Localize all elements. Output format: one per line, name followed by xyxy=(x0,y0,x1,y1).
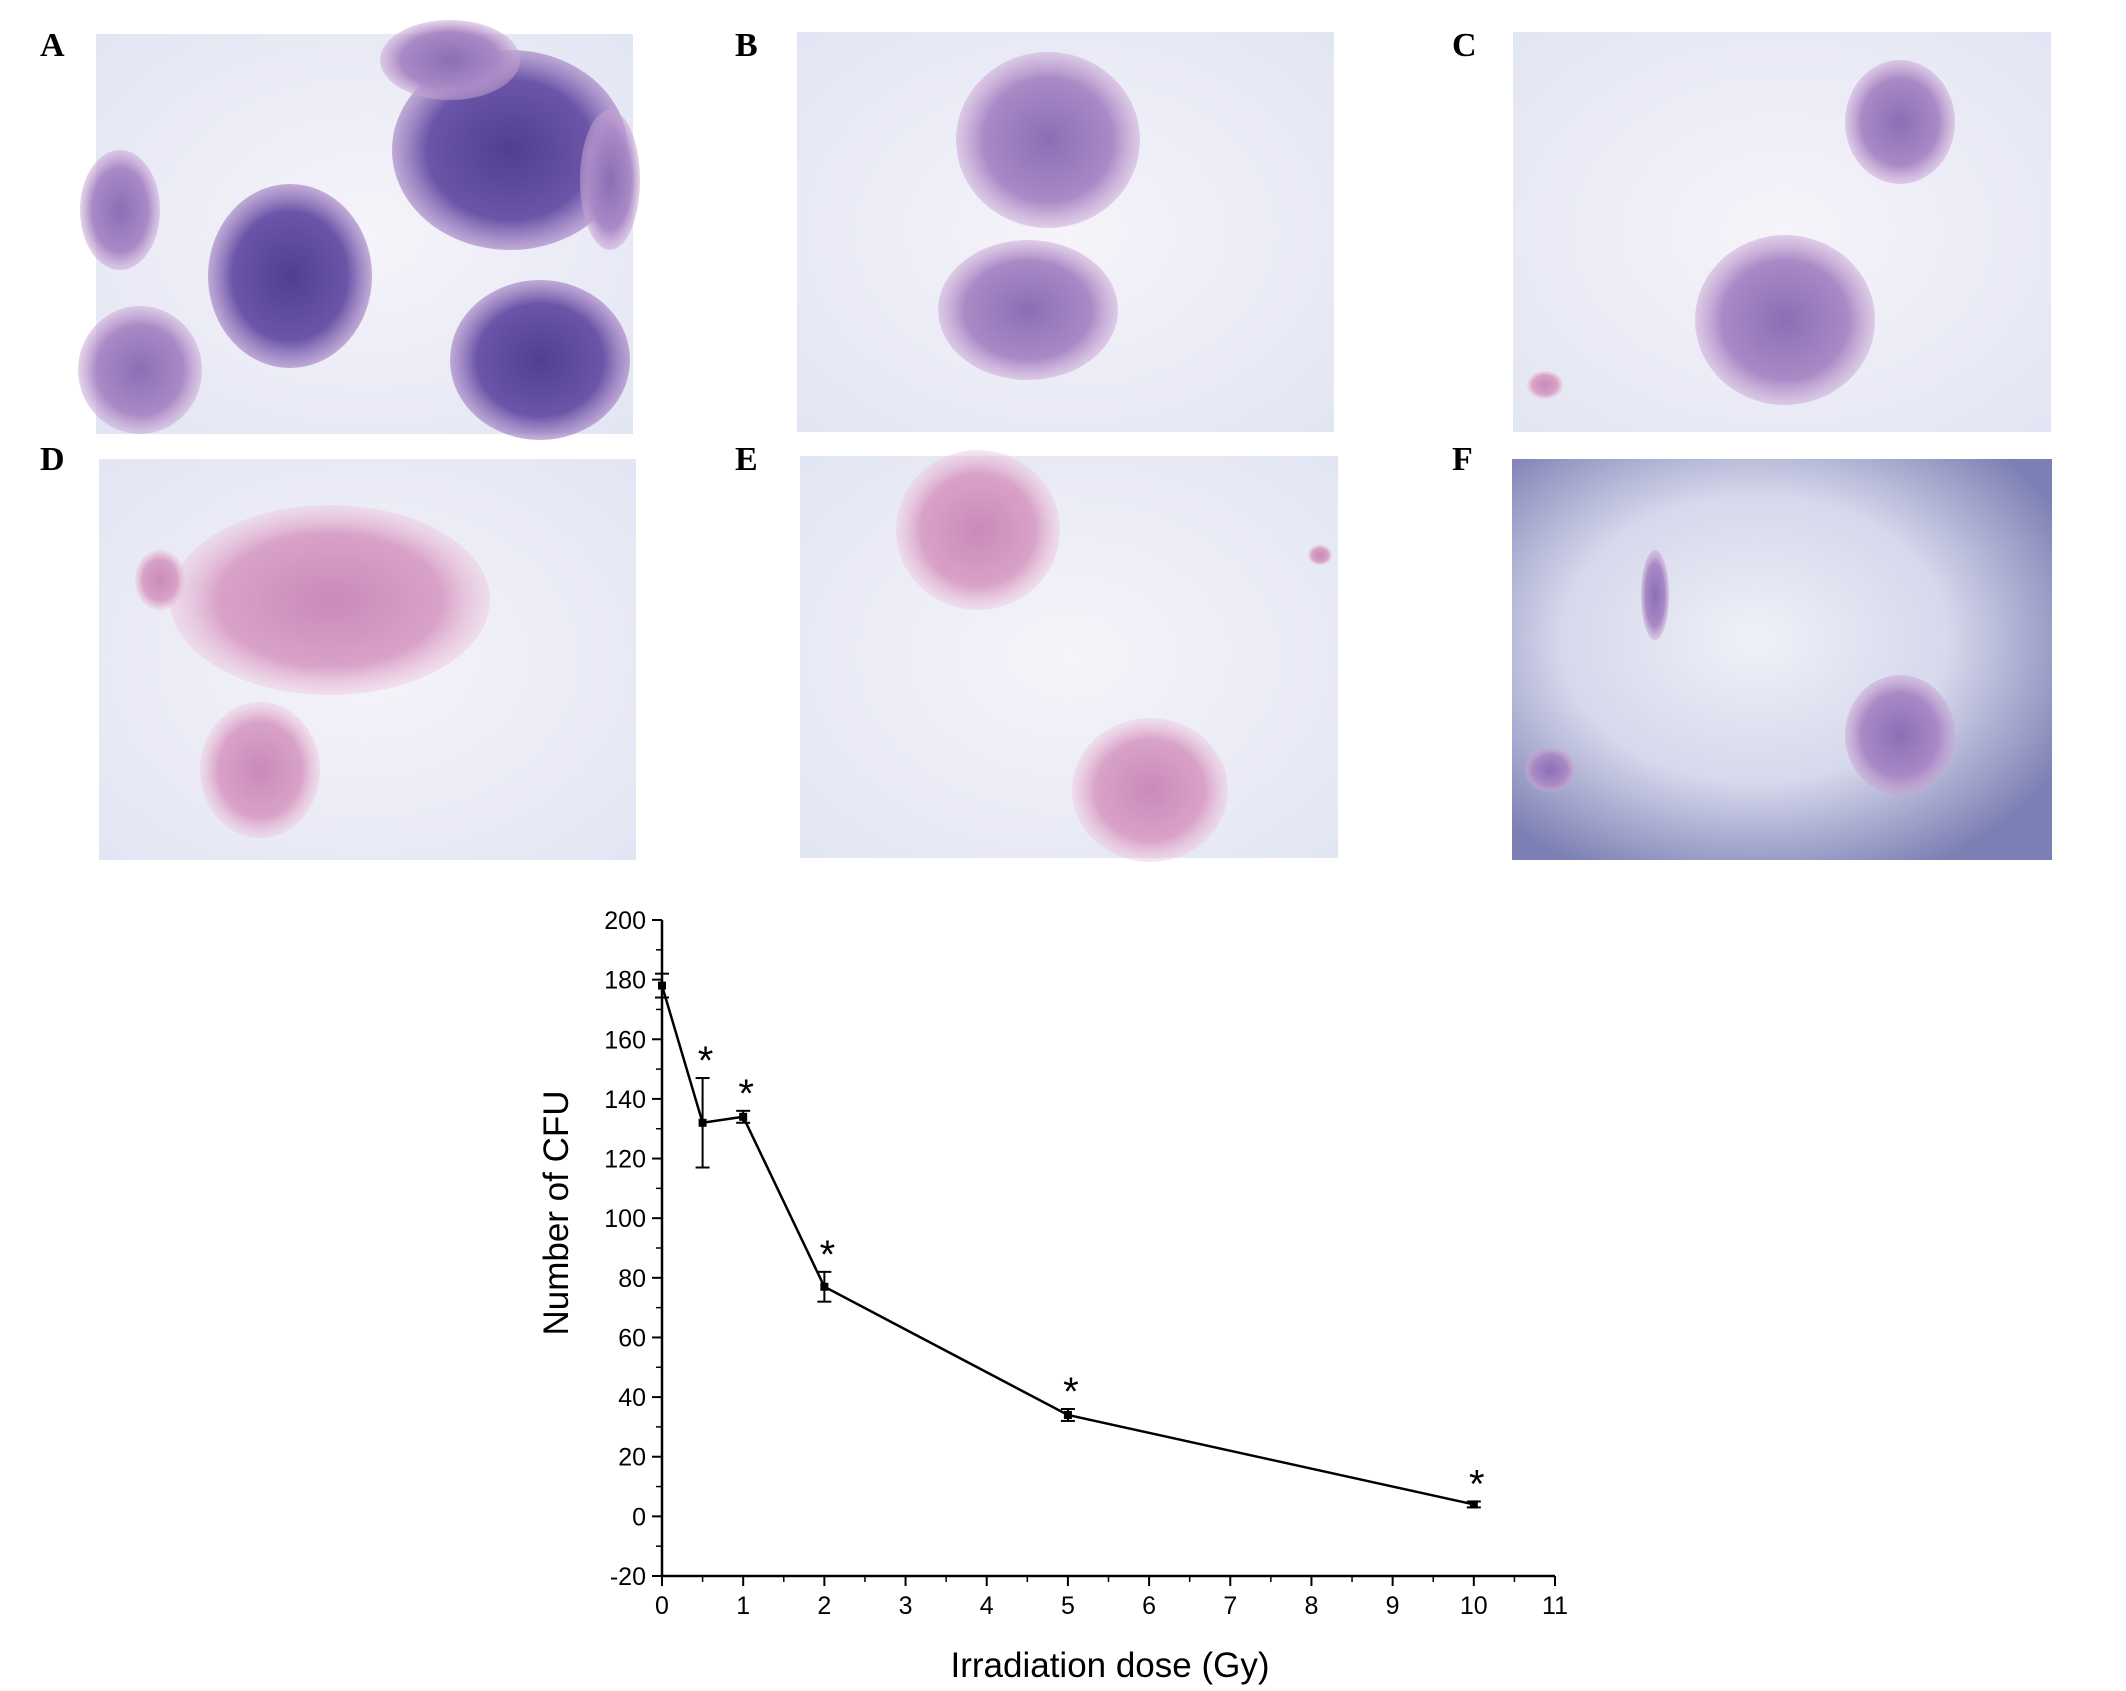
panel-label-b: B xyxy=(735,27,758,64)
panel-label-e: E xyxy=(735,441,758,478)
x-tick-label: 7 xyxy=(1223,1592,1237,1620)
panel-e: E xyxy=(735,441,1338,862)
colonies-e xyxy=(896,450,1332,862)
x-tick-label: 9 xyxy=(1386,1592,1400,1620)
significance-marker: * xyxy=(698,1039,714,1083)
colonies-a xyxy=(78,20,640,440)
y-tick-label: 0 xyxy=(632,1503,646,1531)
plot-marks: * * * * * xyxy=(655,972,1485,1509)
x-tick-label: 11 xyxy=(1542,1592,1568,1620)
panel-label-d: D xyxy=(40,441,65,478)
colonies-c xyxy=(1527,60,1955,405)
colonies-d xyxy=(135,505,490,838)
y-axis-label: Number of CFU xyxy=(537,1090,576,1335)
y-tick-label: -20 xyxy=(610,1563,646,1591)
panel-label-a: A xyxy=(40,27,65,64)
x-tick-label: 4 xyxy=(980,1592,994,1620)
x-tick-label: 1 xyxy=(736,1592,750,1620)
x-tick-label: 2 xyxy=(817,1592,831,1620)
y-tick-label: 80 xyxy=(618,1265,646,1293)
y-tick-label: 180 xyxy=(604,967,646,995)
significance-marker: * xyxy=(820,1233,836,1277)
x-tick-label: 10 xyxy=(1460,1592,1488,1620)
panel-b: B xyxy=(735,27,1334,432)
x-tick-label: 3 xyxy=(899,1592,913,1620)
panel-c: C xyxy=(1452,27,2051,432)
x-tick-label: 8 xyxy=(1305,1592,1319,1620)
y-tick-label: 40 xyxy=(618,1384,646,1412)
x-axis: 0 1 2 3 4 5 6 7 8 9 10 11 xyxy=(655,1574,1568,1620)
series-line xyxy=(660,985,1475,1506)
y-axis: -20 0 20 40 60 80 100 120 140 160 180 200 xyxy=(604,907,664,1591)
data-point xyxy=(1469,1500,1478,1509)
colonies-f xyxy=(1525,550,1955,795)
significance-marker: * xyxy=(1063,1370,1079,1414)
micrograph-e xyxy=(800,456,1338,858)
data-point xyxy=(820,1282,829,1291)
y-tick-label: 140 xyxy=(604,1086,646,1114)
significance-marker: * xyxy=(738,1072,754,1116)
y-tick-label: 100 xyxy=(604,1205,646,1233)
x-tick-label: 0 xyxy=(655,1592,669,1620)
data-point xyxy=(658,981,666,990)
panel-a: A xyxy=(40,20,640,440)
x-axis-label: Irradiation dose (Gy) xyxy=(950,1646,1269,1685)
y-tick-label: 20 xyxy=(618,1444,646,1472)
data-point xyxy=(698,1118,707,1127)
y-tick-label: 120 xyxy=(604,1146,646,1174)
data-point xyxy=(1063,1410,1072,1419)
y-tick-label: 60 xyxy=(618,1324,646,1352)
significance-marker: * xyxy=(1469,1462,1485,1506)
panel-label-c: C xyxy=(1452,27,1477,64)
y-tick-label: 160 xyxy=(604,1026,646,1054)
data-point xyxy=(739,1112,748,1121)
x-tick-label: 5 xyxy=(1061,1592,1075,1620)
panel-label-f: F xyxy=(1452,441,1473,478)
panel-f: F xyxy=(1452,441,2052,860)
colonies-b xyxy=(938,52,1140,380)
micrograph-f xyxy=(1512,459,2052,860)
panel-d: D xyxy=(40,441,636,860)
cfu-line-chart: -20 0 20 40 60 80 100 120 140 160 180 200 0 1 2 3 4 5 6 7 8… xyxy=(537,907,1568,1685)
x-tick-label: 6 xyxy=(1142,1592,1156,1620)
y-tick-label: 200 xyxy=(604,907,646,935)
